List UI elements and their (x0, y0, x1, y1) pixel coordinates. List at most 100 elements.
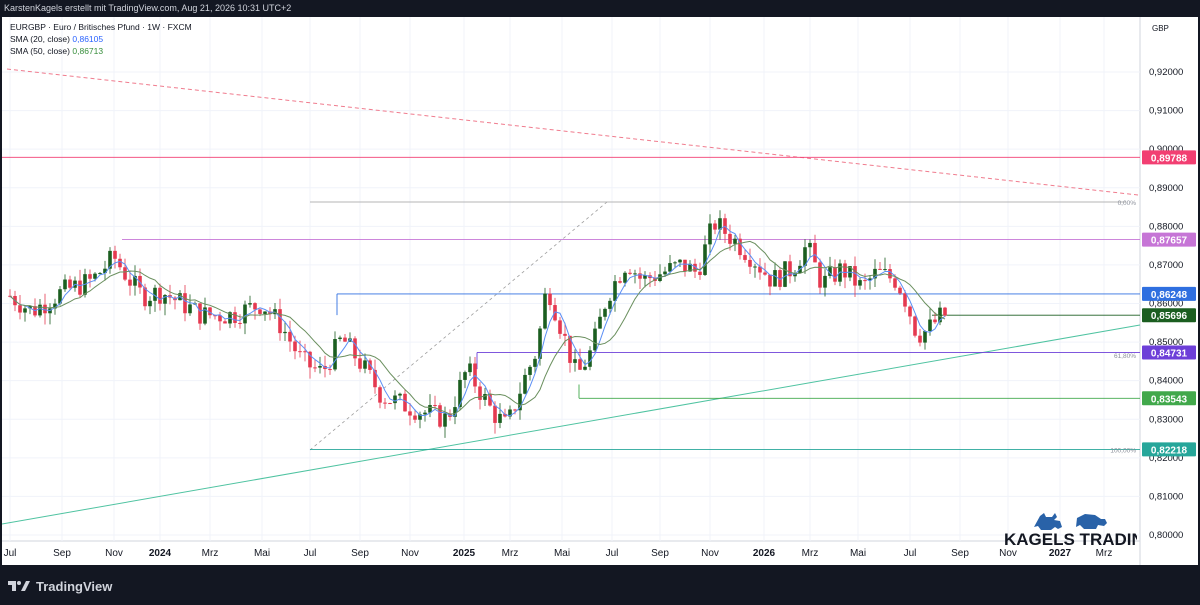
price-level-badge (1142, 442, 1196, 457)
sma20-legend[interactable]: SMA (20, close) 0,86105 (10, 33, 192, 45)
price-level-label: 0,89788 (1151, 153, 1188, 164)
candle-body (888, 269, 892, 279)
y-tick-label: 0,88000 (1149, 221, 1183, 232)
candle-body (383, 402, 387, 404)
candle-body (363, 360, 367, 369)
candle-body (678, 259, 682, 263)
candle-body (238, 322, 242, 324)
candle-body (133, 275, 137, 286)
candle-body (803, 247, 807, 266)
tradingview-logo-icon (8, 581, 30, 591)
candle-body (773, 270, 777, 287)
candle-body (708, 223, 712, 245)
candle-body (98, 273, 102, 275)
candle-body (713, 223, 717, 230)
x-tick-label: Sep (351, 548, 369, 559)
candle-body (813, 242, 817, 263)
sma50-legend[interactable]: SMA (50, close) 0,86713 (10, 45, 192, 57)
candle-body (513, 409, 517, 411)
x-tick-label: 2025 (453, 548, 476, 559)
candle-body (743, 255, 747, 260)
brand-logo-text: KAGELS TRADING (1004, 530, 1137, 549)
candle-body (88, 274, 92, 279)
candle-body (908, 306, 912, 317)
candle-body (923, 331, 927, 343)
fib-label: 0,00% (1118, 200, 1137, 207)
candle-body (898, 287, 902, 294)
candle-body (478, 386, 482, 400)
candle-body (258, 309, 262, 314)
symbol-label[interactable]: EURGBP · Euro / Britisches Pfund · 1W · … (10, 22, 192, 32)
sma20-line (9, 225, 946, 417)
candle-body (538, 328, 542, 359)
candle-body (863, 280, 867, 282)
candle-body (698, 271, 702, 275)
candle-body (598, 316, 602, 329)
chart-area[interactable]: 0,92000 0,91000 0,90000 0,89000 0,88000 0,870… (1, 17, 1198, 567)
candle-body (783, 261, 787, 287)
y-tick-label: 0,80000 (1149, 530, 1183, 541)
y-tick-label: 0,89000 (1149, 183, 1183, 194)
candle-body (253, 303, 257, 310)
y-tick-label: 0,87000 (1149, 260, 1183, 271)
candle-body (913, 316, 917, 336)
y-tick-label: 0,86000 (1149, 299, 1183, 310)
candle-body (543, 293, 547, 329)
candle-body (128, 279, 132, 286)
candle-body (68, 279, 72, 288)
price-level-label: 0,87657 (1151, 236, 1188, 247)
candle-body (843, 263, 847, 278)
candle-body (358, 358, 362, 369)
x-tick-label: Mrz (502, 548, 519, 559)
candle-body (733, 238, 737, 244)
candle-body (223, 321, 227, 324)
candle-body (153, 287, 157, 301)
candle-body (738, 238, 742, 256)
candle-body (703, 244, 707, 275)
x-tick-label: Jul (606, 548, 619, 559)
x-tick-label: Nov (105, 548, 123, 559)
sma50-line (9, 240, 946, 415)
currency-label: GBP (1152, 24, 1169, 33)
price-level-label: 0,85696 (1151, 311, 1188, 322)
y-tick-label: 0,83000 (1149, 414, 1183, 425)
candle-body (318, 365, 322, 368)
x-tick-label: 2027 (1049, 548, 1072, 559)
candle-body (788, 261, 792, 277)
price-level-badge (1142, 391, 1196, 406)
price-level-badge (1142, 150, 1196, 165)
candle-body (408, 411, 412, 416)
candle-body (93, 273, 97, 279)
x-tick-label: Mrz (802, 548, 819, 559)
candle-body (283, 331, 287, 334)
candle-body (388, 403, 392, 405)
candle-body (183, 293, 187, 314)
tradingview-footer[interactable]: TradingView (8, 575, 112, 597)
candle-body (428, 405, 432, 413)
candle-body (688, 263, 692, 272)
candle-body (418, 414, 422, 420)
bull-bear-icon: KAGELS TRADING (1004, 513, 1157, 549)
candle-body (833, 267, 837, 282)
y-tick-label: 0,85000 (1149, 337, 1183, 348)
candle-body (263, 311, 267, 314)
candle-body (638, 273, 642, 279)
candle-body (508, 409, 512, 417)
candle-body (353, 338, 357, 359)
y-tick-label: 0,92000 (1149, 67, 1183, 78)
price-level-badge (1142, 345, 1196, 360)
x-tick-label: Sep (651, 548, 669, 559)
candles-group (8, 210, 947, 438)
candle-body (483, 394, 487, 400)
y-tick-label: 0,90000 (1149, 144, 1183, 155)
x-tick-label: Sep (53, 548, 71, 559)
kagels-trading-logo: KAGELS TRADING (1002, 512, 1157, 567)
x-tick-label: Jul (904, 548, 917, 559)
candle-body (438, 405, 442, 427)
x-tick-label: Mrz (202, 548, 219, 559)
candle-body (393, 395, 397, 404)
candle-body (903, 293, 907, 307)
candle-body (403, 393, 407, 412)
candle-body (288, 331, 292, 342)
price-chart[interactable]: 0,92000 0,91000 0,90000 0,89000 0,88000 0,870… (1, 17, 1198, 565)
